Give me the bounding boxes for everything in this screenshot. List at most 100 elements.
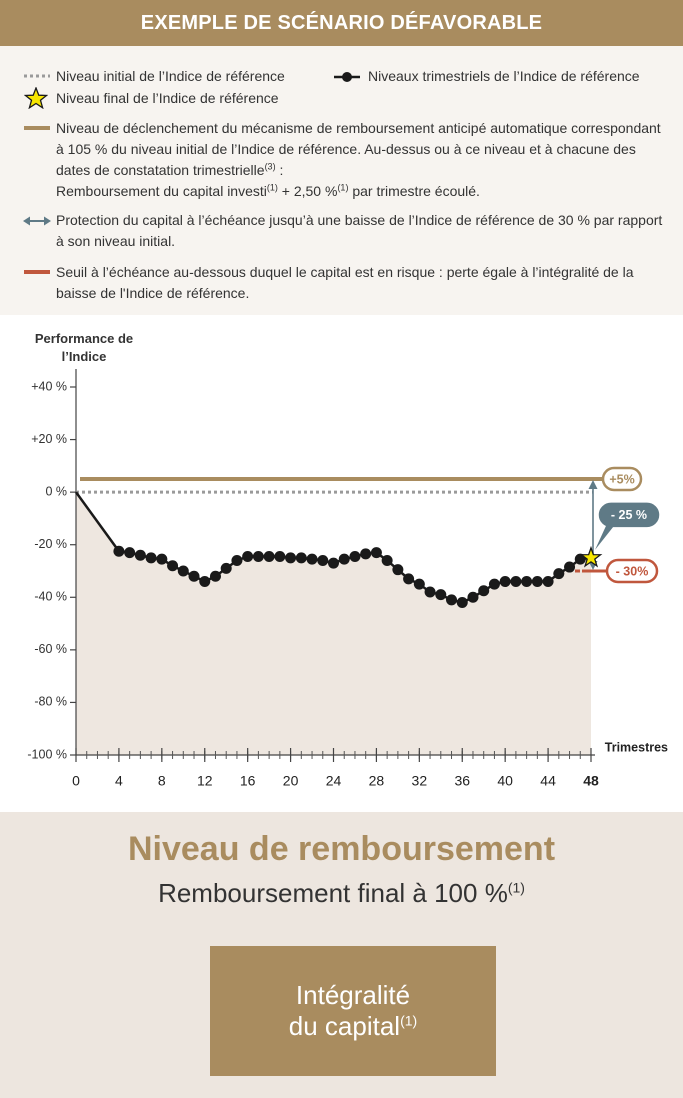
legend-protection: Protection du capital à l’échéance jusqu… (56, 212, 663, 249)
legend-text: Niveau de déclenchement du mécanisme de … (56, 120, 661, 178)
data-point (306, 553, 318, 565)
legend-threshold: Seuil à l’échéance au-dessous duquel le … (56, 264, 634, 301)
header-title: EXEMPLE DE SCÉNARIO DÉFAVORABLE (0, 0, 683, 46)
footnote-ref: (3) (264, 161, 276, 172)
data-point (456, 597, 468, 609)
repayment-text-main: Remboursement final à 100 % (158, 878, 508, 908)
data-point (263, 551, 275, 563)
legend-icon-threshold (24, 270, 50, 274)
x-tick-label: 44 (540, 773, 556, 789)
data-point (124, 547, 136, 559)
x-tick-label: 0 (72, 773, 80, 789)
data-point (521, 576, 533, 588)
repayment-box: Intégralité du capital(1) (210, 946, 496, 1076)
data-point (167, 560, 179, 572)
y-tick-label: +40 % (31, 379, 67, 393)
legend-text: : (275, 162, 284, 178)
box-line-text: du capital (288, 1011, 401, 1041)
legend-icon-star (24, 87, 48, 109)
x-tick-label: 16 (240, 773, 256, 789)
data-point (199, 576, 211, 588)
data-point (564, 561, 576, 573)
box-line: du capital(1) (289, 1011, 417, 1042)
x-tick-label: 20 (283, 773, 299, 789)
legend-icon-protection (23, 216, 51, 226)
x-tick-label: 32 (412, 773, 428, 789)
y-tick-label: -80 % (34, 695, 67, 709)
legend-icon-initial (24, 74, 50, 78)
x-tick-label: 24 (326, 773, 342, 789)
data-point (252, 551, 264, 563)
y-tick-label: -20 % (34, 537, 67, 551)
data-point (435, 589, 447, 601)
legend-trigger: Niveau de déclenchement du mécanisme de … (56, 118, 666, 202)
legend-text: + 2,50 % (277, 183, 338, 199)
legend-initial: Niveau initial de l’Indice de référence (56, 68, 285, 84)
x-tick-label: 48 (583, 773, 599, 789)
y-tick-label: -60 % (34, 642, 67, 656)
legend-series: Niveaux trimestriels de l’Indice de réfé… (368, 68, 640, 84)
chart: +40 % +20 % 0 % -20 % -40 % -60 % -80 % -100 % 0… (27, 369, 668, 789)
x-tick-label: 40 (497, 773, 513, 789)
x-tick-label: 36 (454, 773, 470, 789)
data-point (317, 554, 329, 566)
data-point (531, 576, 543, 588)
data-point (499, 576, 511, 588)
data-point (338, 553, 350, 565)
box-line: Intégralité (295, 980, 411, 1010)
arrow-head (588, 480, 598, 489)
data-point (328, 557, 339, 569)
final-pill-label: - 25 % (611, 508, 647, 522)
x-tick-label: 8 (158, 773, 166, 789)
legend-icon-trigger (24, 126, 50, 130)
x-tick-label: 4 (115, 773, 123, 789)
area (76, 492, 591, 755)
legend-final: Niveau final de l’Indice de référence (56, 90, 279, 106)
data-point (510, 576, 522, 588)
final-pointer (595, 525, 614, 550)
x-axis-label: Trimestres (605, 740, 668, 754)
data-point (381, 554, 393, 566)
data-point (156, 553, 168, 565)
y-tick-label: +20 % (31, 432, 67, 446)
data-point (188, 570, 200, 582)
data-point (274, 551, 286, 563)
data-point (488, 578, 500, 590)
footnote-ref: (1) (400, 1012, 418, 1029)
trigger-pill-box (601, 466, 643, 492)
data-point (231, 554, 243, 566)
y-tick-label: -40 % (34, 590, 67, 604)
x-tick-label: 28 (369, 773, 385, 789)
data-point (424, 586, 436, 598)
y-axis-label: Performance de l’Indice (34, 331, 134, 364)
repayment-section: Niveau de remboursement Remboursement fi… (0, 812, 683, 1098)
final-pill-box (598, 502, 660, 528)
data-point (478, 585, 490, 597)
data-point (413, 578, 425, 590)
data-point (113, 545, 125, 557)
data-point (285, 552, 297, 564)
data-point (349, 551, 361, 563)
data-point (446, 594, 458, 606)
chart-area: Performance de l’Indice +40 % +20 % 0 % -20… (0, 322, 683, 812)
repayment-text: Remboursement final à 100 %(1) (0, 878, 683, 909)
footnote-ref: (1) (266, 182, 278, 193)
y-tick-label: 0 % (45, 484, 67, 498)
footnote-ref: (1) (507, 879, 525, 896)
legend-text: Remboursement du capital investi (56, 183, 267, 199)
threshold-pill-label: - 30% (616, 564, 649, 578)
data-point (145, 552, 157, 564)
data-point (403, 573, 415, 585)
legend: Niveau initial de l’Indice de référence … (0, 46, 683, 315)
data-point (467, 591, 479, 603)
trigger-pill-label: +5% (609, 472, 634, 486)
x-tick-label: 12 (197, 773, 213, 789)
data-point (360, 548, 372, 560)
data-point (542, 576, 554, 588)
y-tick-label: -100 % (27, 747, 67, 761)
final-star (579, 545, 603, 568)
threshold-pill-box (605, 558, 659, 584)
data-point (392, 564, 404, 576)
data-point (134, 549, 146, 561)
